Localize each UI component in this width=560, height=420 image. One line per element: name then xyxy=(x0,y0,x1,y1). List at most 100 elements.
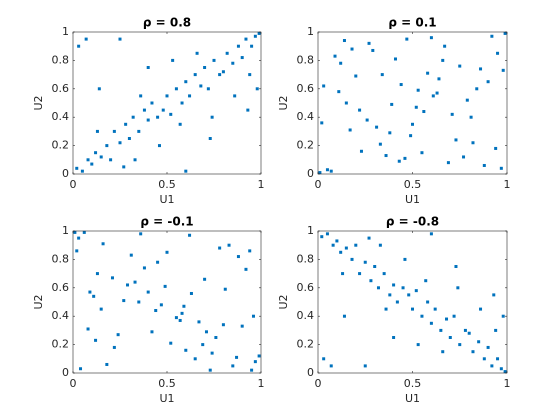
point xyxy=(156,115,160,119)
y-axis-label: U2 xyxy=(277,95,290,110)
point xyxy=(178,318,182,322)
point xyxy=(142,266,146,270)
point xyxy=(109,158,113,162)
point xyxy=(409,134,413,138)
y-tick-label: 0.8 xyxy=(52,252,70,265)
point xyxy=(443,44,447,48)
point xyxy=(184,169,188,173)
y-tick-label: 0.2 xyxy=(297,139,315,152)
point xyxy=(471,141,475,145)
point xyxy=(503,370,507,374)
point xyxy=(92,294,96,298)
point xyxy=(77,236,81,240)
point xyxy=(118,37,122,41)
point xyxy=(496,357,500,361)
point xyxy=(197,320,201,324)
point xyxy=(201,343,205,347)
point xyxy=(422,110,426,114)
point xyxy=(486,345,490,349)
point xyxy=(448,336,452,339)
point xyxy=(431,94,435,98)
x-tick-label: 0 xyxy=(70,178,77,191)
point xyxy=(208,137,212,140)
point xyxy=(482,357,486,361)
point xyxy=(335,239,339,243)
point xyxy=(501,68,505,72)
point xyxy=(384,154,388,158)
point xyxy=(236,44,240,48)
point xyxy=(344,101,348,105)
y-tick-label: 0 xyxy=(307,167,314,180)
point xyxy=(337,90,341,94)
x-tick-label: 1 xyxy=(504,377,511,390)
point xyxy=(248,73,252,77)
point xyxy=(344,246,348,250)
y-tick-label: 0.8 xyxy=(297,252,315,265)
point xyxy=(325,168,329,172)
x-tick-label: 0 xyxy=(70,377,77,390)
point xyxy=(195,51,199,55)
point xyxy=(479,307,483,311)
point xyxy=(208,368,212,372)
point xyxy=(382,272,386,276)
point xyxy=(94,151,98,155)
point xyxy=(437,77,441,81)
point xyxy=(221,323,225,327)
point xyxy=(156,260,160,264)
point xyxy=(475,87,479,91)
point xyxy=(86,158,90,162)
point xyxy=(214,336,218,339)
point xyxy=(318,171,322,175)
point xyxy=(322,357,326,361)
point xyxy=(99,307,103,311)
point xyxy=(358,272,362,276)
point xyxy=(424,279,428,283)
point xyxy=(414,289,418,293)
point xyxy=(339,250,343,254)
point xyxy=(129,253,133,257)
point xyxy=(105,144,109,148)
point xyxy=(446,161,450,165)
point xyxy=(122,165,126,169)
point xyxy=(124,122,128,126)
point xyxy=(414,105,418,109)
point xyxy=(133,280,137,284)
point xyxy=(127,137,131,140)
point xyxy=(174,316,178,320)
point xyxy=(378,243,382,247)
y-axis-label: U2 xyxy=(277,294,290,309)
chart-title: ρ = -0.8 xyxy=(386,215,439,229)
point xyxy=(131,115,135,119)
point xyxy=(73,230,77,234)
point xyxy=(441,58,445,62)
point xyxy=(462,155,466,159)
point xyxy=(188,233,192,237)
point xyxy=(365,118,369,122)
x-tick-label: 0.5 xyxy=(404,377,422,390)
point xyxy=(405,37,409,41)
point xyxy=(206,87,210,91)
point xyxy=(426,300,430,304)
y-tick-label: 0.6 xyxy=(297,82,315,95)
point xyxy=(240,56,244,60)
point xyxy=(199,84,203,88)
point xyxy=(486,80,490,84)
point xyxy=(494,328,498,332)
point xyxy=(329,169,333,173)
point xyxy=(79,367,83,371)
chart-title: ρ = 0.1 xyxy=(388,16,436,30)
y-tick-label: 0.6 xyxy=(297,281,315,294)
y-tick-label: 1 xyxy=(62,25,69,38)
point xyxy=(193,357,197,361)
y-tick-label: 1 xyxy=(62,224,69,237)
point xyxy=(416,343,420,347)
point xyxy=(429,36,433,40)
point xyxy=(392,283,396,287)
point xyxy=(233,94,237,98)
y-tick-label: 0.8 xyxy=(52,53,70,66)
point xyxy=(248,249,252,253)
point xyxy=(253,34,257,38)
point xyxy=(112,129,116,133)
point xyxy=(399,83,403,87)
point xyxy=(221,70,225,74)
